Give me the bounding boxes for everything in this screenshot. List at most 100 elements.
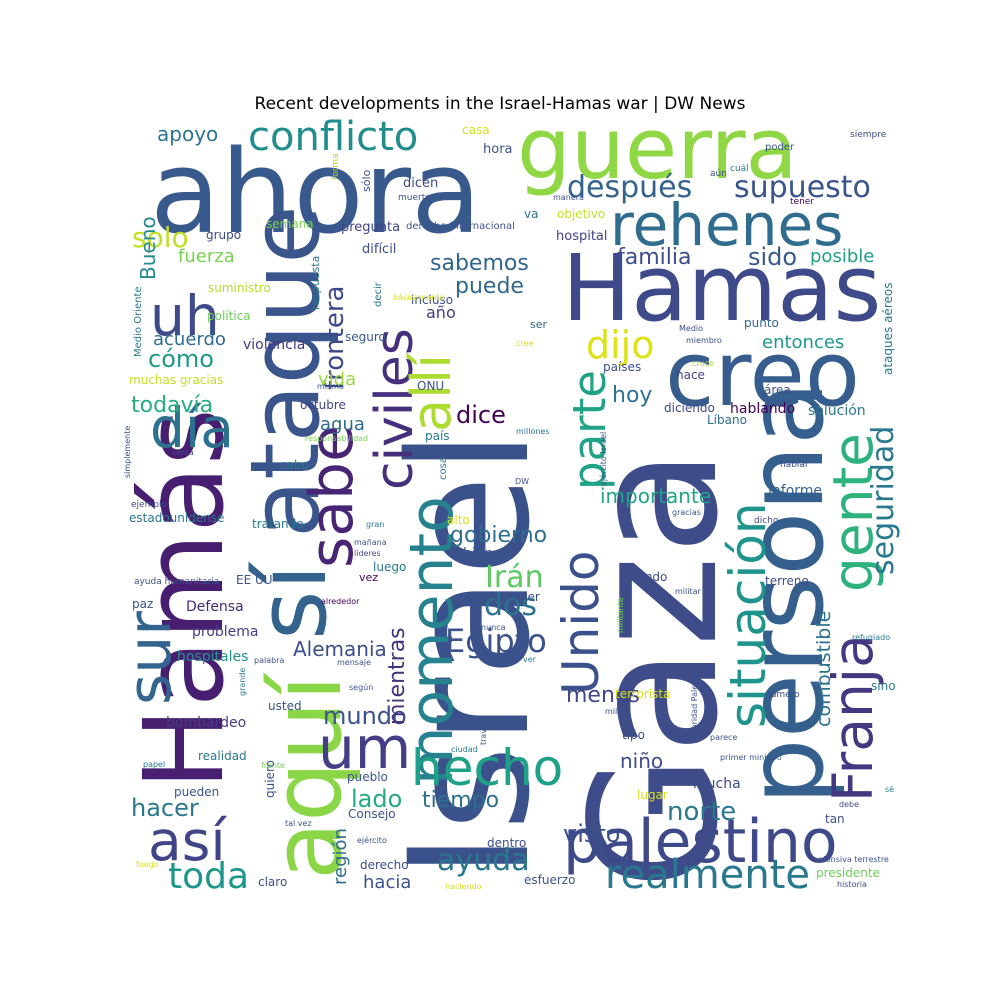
word-manera: manera <box>553 193 584 202</box>
word-familia: familia <box>617 245 691 270</box>
word-hecho: hecho <box>411 739 563 797</box>
word-alli: allí <box>400 352 463 432</box>
word-acuerdo: acuerdo <box>153 329 226 350</box>
word-ejemplo: ejemplo <box>131 500 168 510</box>
word-israel: Israel <box>374 429 566 880</box>
word-fuego: fuego <box>136 860 159 869</box>
word-solucion: solución <box>808 403 866 419</box>
word-lugar: lugar <box>637 788 668 802</box>
word-cual: cuál <box>730 164 749 174</box>
word-dice: dice <box>456 401 506 429</box>
word-hospitales: hospitales <box>177 649 248 665</box>
word-ahora: ahora <box>150 126 481 260</box>
word-tratando: tratando <box>252 517 304 531</box>
word-gracias: gracias <box>672 508 701 517</box>
word-sabemos: sabemos <box>430 251 529 276</box>
chart-title: Recent developments in the Israel-Hamas … <box>254 94 746 114</box>
word-derecho: derecho <box>360 858 409 872</box>
word-primer-ministro: primer ministro <box>720 753 782 762</box>
word-importante: importante <box>600 484 711 508</box>
word-combustible: combustible <box>813 611 835 727</box>
word-problema: problema <box>192 624 259 640</box>
word-bien: bien <box>463 546 493 562</box>
word-toda: toda <box>168 856 249 897</box>
word-ver: ver <box>523 655 537 664</box>
word-presidente: presidente <box>816 866 880 880</box>
word-grande: grande <box>238 668 247 696</box>
word-lado: lado <box>351 785 402 813</box>
word-militante: militante <box>616 597 625 633</box>
word-puede: puede <box>455 274 524 299</box>
word-sino: sino <box>871 679 896 693</box>
word-aun: aún <box>710 169 727 179</box>
word-refugiado: refugiado <box>852 633 890 642</box>
word-basicamente: básicamente <box>393 293 445 302</box>
word-terreno: terreno <box>765 574 809 588</box>
word-tener: tener <box>790 197 814 207</box>
word-tan: tan <box>825 812 845 826</box>
word-alemania: Alemania <box>293 637 387 661</box>
word-mismo: mismo <box>317 382 344 391</box>
word-situacion: situación <box>719 502 777 728</box>
word-debe: debe <box>839 800 859 809</box>
word-seguro: seguro <box>345 330 386 344</box>
word-dw: DW <box>515 477 529 486</box>
word-palabra: palabra <box>254 656 284 665</box>
word-nino: niño <box>620 749 663 773</box>
word-objetivo: objetivo <box>557 207 605 221</box>
word-cualquier: cualquier <box>484 590 540 604</box>
word-cosa: cosa <box>438 457 449 480</box>
word-hora: hora <box>483 142 513 157</box>
word-informe: informe <box>768 483 822 499</box>
word-hamas: Hamás <box>120 408 248 790</box>
word-frontera: frontera <box>320 286 350 390</box>
word-diciendo: diciendo <box>664 401 715 415</box>
word-ayuda: ayuda <box>437 843 530 878</box>
word-muerto: muerto <box>398 193 431 203</box>
word-mucha: mucha <box>693 776 741 792</box>
word-traves: través <box>478 720 488 745</box>
word-nunca: nunca <box>481 623 506 632</box>
word-dicen: dicen <box>403 176 438 191</box>
word-alto: alto <box>447 513 470 527</box>
word-todavia: todavía <box>131 393 213 418</box>
word-mundo: mundo <box>323 702 407 730</box>
word-gran: gran <box>366 520 384 529</box>
word-hace: hace <box>676 368 705 382</box>
word-incluso: incluso <box>411 293 453 307</box>
word-decir: decir <box>373 281 384 307</box>
word-dia: día <box>150 396 234 460</box>
word-region: región <box>330 828 351 885</box>
word-conflicto: conflicto <box>248 114 418 160</box>
word-dicho: dicho <box>754 516 779 526</box>
word-momento: momento <box>397 496 467 785</box>
word-cruce: cruce <box>692 359 714 368</box>
word-alrededor: alrededor <box>321 597 360 606</box>
word-dentro: dentro <box>487 836 526 850</box>
word-dificil: difícil <box>362 242 396 257</box>
word-dos: dos <box>484 588 537 623</box>
word-gaza: Gaza <box>554 448 757 890</box>
word-casa: casa <box>462 123 490 137</box>
word-ayuda-humanitaria: ayuda humanitaria <box>134 577 219 587</box>
word-hoy: hoy <box>612 383 652 408</box>
word-parece: parece <box>710 733 737 742</box>
word-quiero: quiero <box>263 760 277 798</box>
word-civiles: civiles <box>365 328 425 490</box>
word-hablar: hablar <box>780 460 809 470</box>
word-frente: frente <box>261 761 285 770</box>
word-forma: forma <box>331 154 341 181</box>
word-despues: después <box>567 170 692 205</box>
word-ejercito-israel: ejército Israel <box>598 432 608 486</box>
word-usted: usted <box>268 699 302 713</box>
word-bueno: Bueno <box>136 216 160 280</box>
word-militar: militar <box>675 587 702 596</box>
word-realmente: realmente <box>605 852 810 898</box>
word-tiempo: tiempo <box>422 788 499 813</box>
word-hamas: Hamas <box>562 235 881 342</box>
word-franja: Franja <box>821 634 885 802</box>
word-posible: posible <box>810 246 874 267</box>
word-punto: punto <box>744 316 779 330</box>
word-poder: poder <box>765 142 795 153</box>
word-vez: vez <box>359 571 378 584</box>
